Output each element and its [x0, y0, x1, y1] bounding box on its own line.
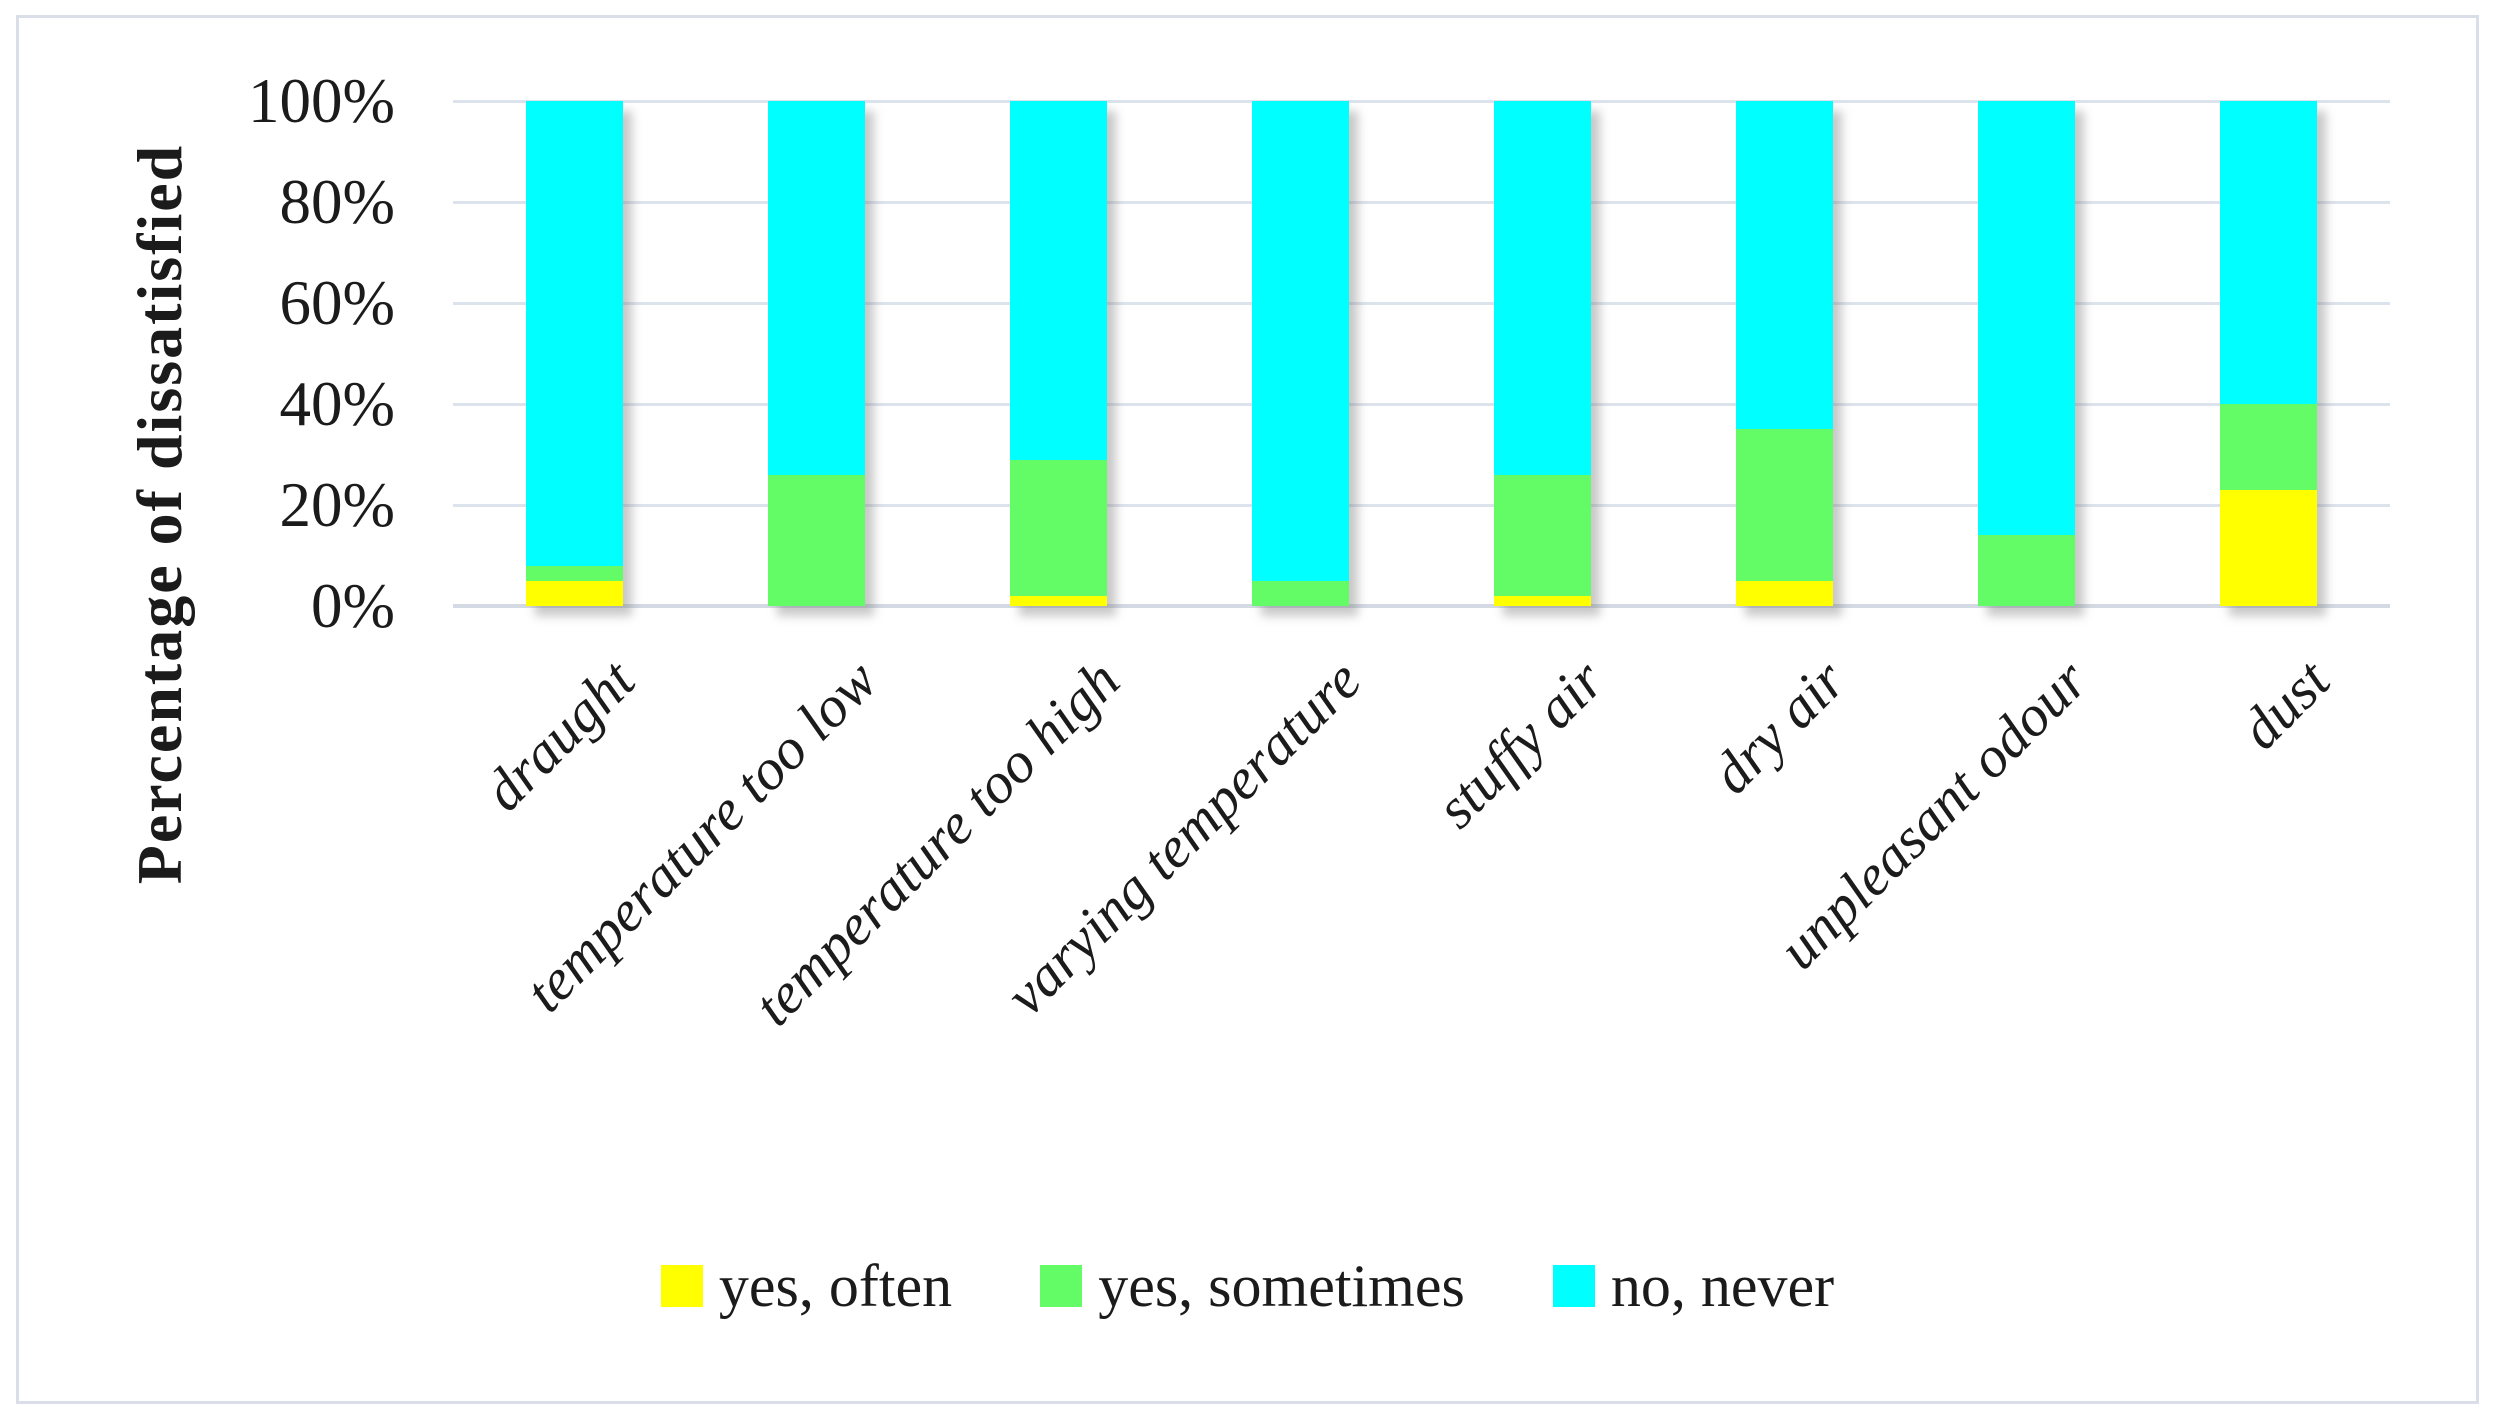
x-category-label-dust: dust [2227, 647, 2343, 762]
bar-segment-no-never [1251, 101, 1349, 581]
grid-line-80 [453, 200, 2390, 204]
legend-swatch-no-never [1552, 1265, 1595, 1307]
y-tick-label-60: 60% [279, 268, 395, 338]
bar-dry-air [1736, 101, 1834, 606]
legend-swatch-yes-often [660, 1265, 703, 1307]
y-tick-label-40: 40% [279, 369, 395, 439]
bar-segment-no-never [1494, 101, 1592, 475]
y-tick-label-100: 100% [248, 66, 395, 136]
grid-line-20 [453, 503, 2390, 507]
y-tick-label-0: 0% [311, 571, 395, 641]
legend-item-yes-often: yes, often [660, 1252, 953, 1321]
bar-segment-yes-sometimes [1009, 459, 1107, 596]
legend: yes, often yes, sometimes no, never [0, 1240, 2495, 1332]
plot-area [453, 99, 2390, 608]
bar-stuffy-air [1494, 101, 1592, 606]
bar-draught [525, 101, 623, 606]
bar-segment-no-never [525, 101, 623, 566]
grid-line-40 [453, 402, 2390, 406]
legend-item-yes-sometimes: yes, sometimes [1040, 1252, 1465, 1321]
bar-segment-yes-often [2220, 489, 2318, 606]
bar-segment-no-never [1736, 101, 1834, 430]
bar-varying-temperature [1251, 101, 1349, 606]
bar-segment-yes-sometimes [525, 565, 623, 581]
legend-label-yes-often: yes, often [718, 1252, 953, 1319]
x-category-label-draught: draught [471, 647, 648, 824]
y-tick-label-80: 80% [279, 167, 395, 237]
y-tick-label-20: 20% [279, 470, 395, 540]
x-category-label-stuffy-air: stuffy air [1422, 647, 1616, 841]
bar-segment-yes-sometimes [2220, 404, 2318, 490]
bar-segment-yes-often [1494, 595, 1592, 606]
bar-segment-yes-sometimes [1736, 429, 1834, 581]
legend-item-no-never: no, never [1552, 1252, 1835, 1321]
bar-segment-yes-sometimes [1251, 580, 1349, 606]
bar-segment-yes-often [1009, 595, 1107, 606]
legend-label-no-never: no, never [1610, 1252, 1835, 1319]
bar-temperature-too-low [767, 101, 865, 606]
bar-unpleasant-odour [1978, 101, 2076, 606]
bar-segment-yes-often [525, 580, 623, 606]
bar-segment-no-never [767, 101, 865, 475]
grid-line-100 [453, 99, 2390, 103]
bar-segment-yes-sometimes [1978, 535, 2076, 606]
bar-temperature-too-high [1009, 101, 1107, 606]
x-category-label-dry-air: dry air [1699, 647, 1858, 807]
bar-segment-no-never [1009, 101, 1107, 460]
bar-segment-yes-sometimes [1494, 474, 1592, 596]
bar-segment-no-never [2220, 101, 2318, 405]
x-axis-line [453, 604, 2390, 608]
bar-dust [2220, 101, 2318, 606]
y-axis-title: Percentage of dissatisfied [124, 143, 195, 885]
bar-segment-yes-often [1736, 580, 1834, 606]
grid-line-60 [453, 301, 2390, 305]
bar-segment-no-never [1978, 101, 2076, 536]
legend-label-yes-sometimes: yes, sometimes [1098, 1252, 1465, 1319]
legend-swatch-yes-sometimes [1040, 1265, 1083, 1307]
bar-segment-yes-sometimes [767, 474, 865, 606]
